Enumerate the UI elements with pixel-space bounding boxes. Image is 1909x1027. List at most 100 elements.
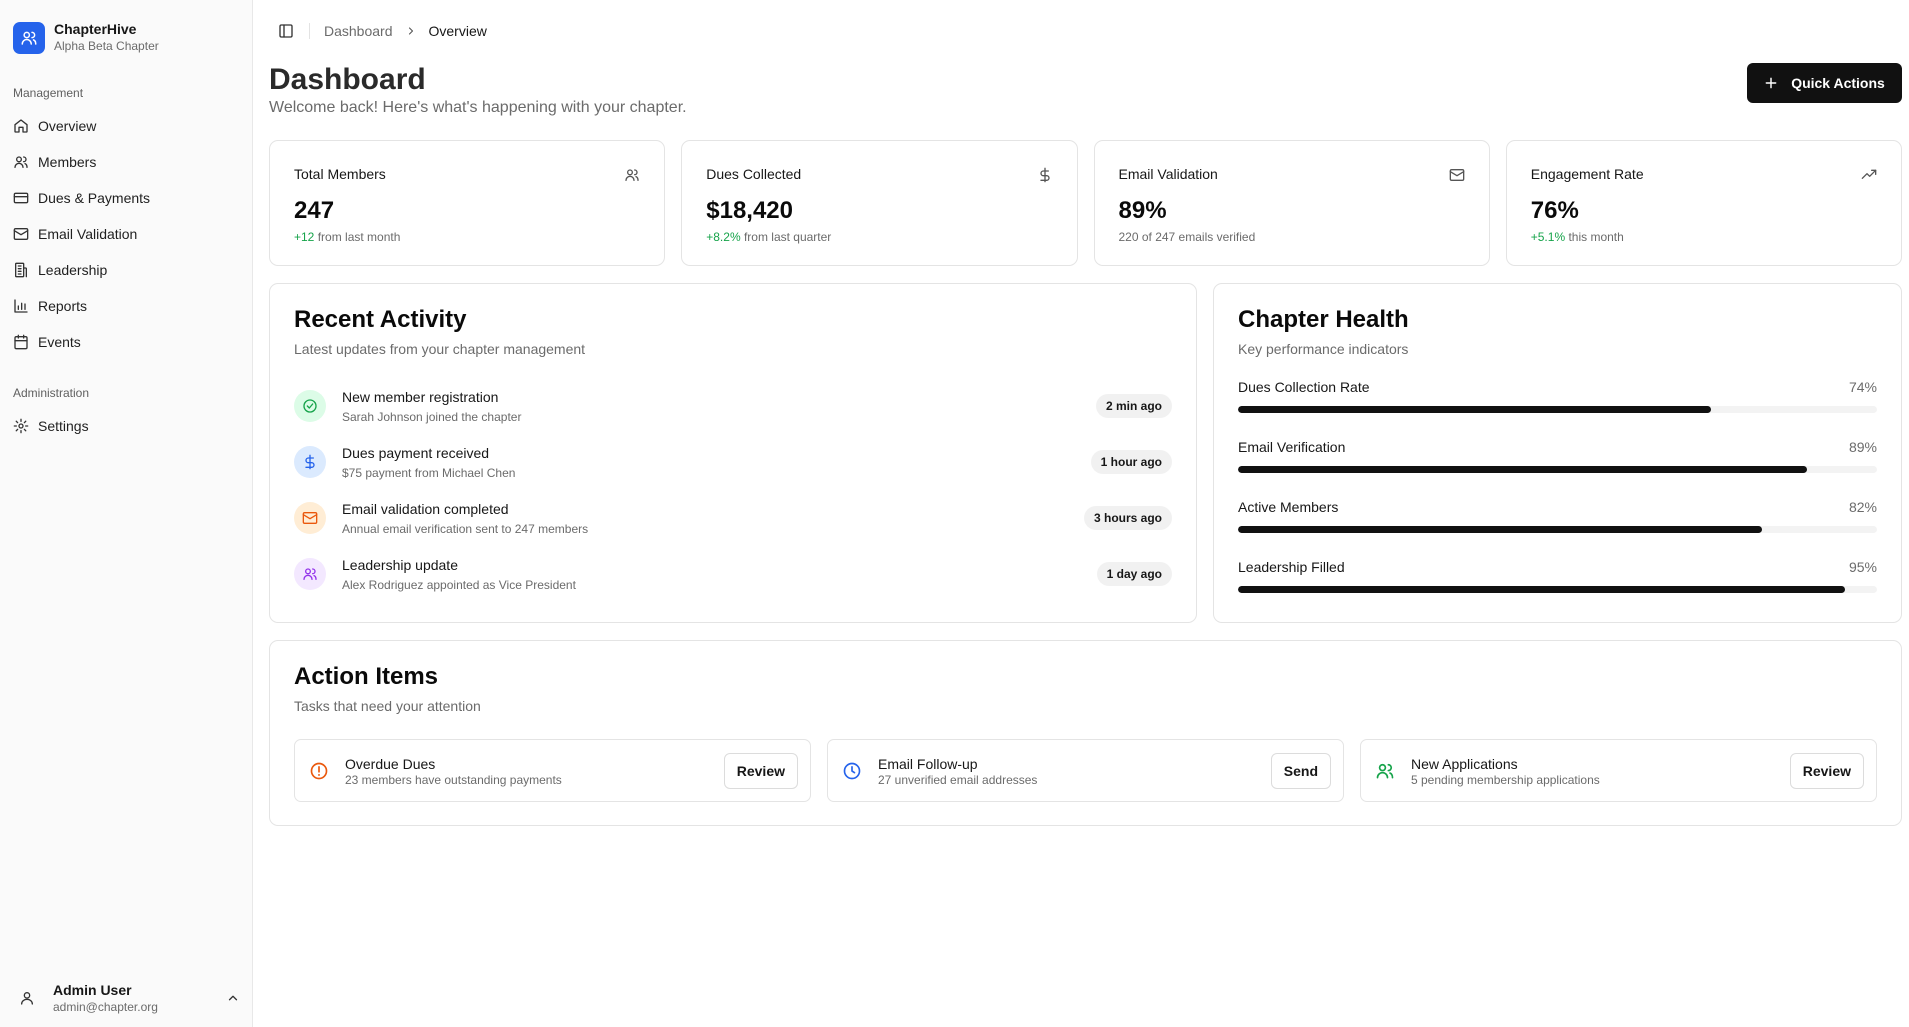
metric-dues-collection-rate: Dues Collection Rate 74% bbox=[1238, 378, 1877, 438]
sidebar-item-events[interactable]: Events bbox=[0, 324, 252, 360]
stat-card-dues-collected: Dues Collected $18,420 +8.2% from last q… bbox=[681, 140, 1078, 266]
progress-bar bbox=[1238, 586, 1877, 593]
action-item-title: Email Follow-up bbox=[878, 755, 978, 772]
quick-actions-button[interactable]: Quick Actions bbox=[1747, 63, 1902, 103]
page-header: Dashboard Welcome back! Here's what's ha… bbox=[269, 62, 1909, 120]
content-row: Recent Activity Latest updates from your… bbox=[269, 283, 1909, 623]
user-name: Admin User bbox=[53, 981, 132, 998]
stat-card-email-validation: Email Validation 89% 220 of 247 emails v… bbox=[1093, 140, 1490, 266]
stat-note-text: this month bbox=[1565, 230, 1624, 244]
progress-bar bbox=[1238, 406, 1877, 413]
users-icon bbox=[303, 568, 317, 580]
metric-name: Active Members bbox=[1238, 499, 1339, 515]
activity-title: Leadership update bbox=[342, 557, 458, 573]
sidebar-item-reports[interactable]: Reports bbox=[0, 288, 252, 324]
breadcrumb-current: Overview bbox=[428, 23, 487, 39]
users-icon bbox=[21, 31, 37, 45]
stat-note-text: 220 of 247 emails verified bbox=[1118, 230, 1256, 244]
metric-name: Dues Collection Rate bbox=[1238, 379, 1370, 395]
activity-icon-wrap bbox=[294, 502, 326, 534]
activity-desc: $75 payment from Michael Chen bbox=[342, 466, 516, 480]
metric-value: 89% bbox=[1848, 439, 1877, 455]
calendar-icon bbox=[14, 334, 28, 350]
nav-group-administration: Administration bbox=[13, 386, 90, 400]
brand[interactable]: ChapterHive Alpha Beta Chapter bbox=[0, 0, 252, 62]
progress-fill bbox=[1238, 526, 1762, 533]
quick-actions-label: Quick Actions bbox=[1791, 75, 1885, 91]
recent-activity-subtitle: Latest updates from your chapter managem… bbox=[294, 341, 586, 357]
chevron-up-icon[interactable] bbox=[226, 991, 240, 1005]
activity-item[interactable]: New member registration Sarah Johnson jo… bbox=[294, 378, 1172, 434]
activity-title: New member registration bbox=[342, 389, 499, 405]
stat-delta: +8.2% bbox=[706, 230, 741, 244]
activity-item[interactable]: Email validation completed Annual email … bbox=[294, 490, 1172, 546]
home-icon bbox=[14, 119, 28, 133]
sidebar: ChapterHive Alpha Beta Chapter Managemen… bbox=[0, 0, 253, 1027]
stat-label: Engagement Rate bbox=[1530, 166, 1644, 182]
stat-note: +8.2% from last quarter bbox=[706, 230, 1052, 244]
stat-delta: +5.1% bbox=[1530, 230, 1566, 244]
sidebar-item-label: Overview bbox=[38, 118, 97, 134]
nav-group-management: Management bbox=[13, 86, 84, 100]
action-items-row: Overdue Dues 23 members have outstanding… bbox=[294, 739, 1877, 802]
chapter-health-card: Chapter Health Key performance indicator… bbox=[1213, 283, 1902, 623]
action-item-overdue-dues: Overdue Dues 23 members have outstanding… bbox=[294, 739, 811, 802]
bar-chart-icon bbox=[14, 299, 28, 313]
stats-row: Total Members 247 +12 from last month Du… bbox=[269, 140, 1909, 266]
metrics-list: Dues Collection Rate 74% Email Verificat… bbox=[1238, 378, 1877, 618]
breadcrumb-dashboard[interactable]: Dashboard bbox=[324, 23, 393, 39]
action-item-email-follow-up: Email Follow-up 27 unverified email addr… bbox=[827, 739, 1344, 802]
recent-activity-title: Recent Activity bbox=[294, 306, 467, 333]
review-button[interactable]: Review bbox=[1789, 752, 1864, 789]
action-items-title: Action Items bbox=[294, 663, 439, 690]
sidebar-item-label: Events bbox=[38, 334, 81, 350]
sidebar-item-overview[interactable]: Overview bbox=[0, 108, 252, 144]
progress-fill bbox=[1238, 466, 1807, 473]
stat-card-engagement-rate: Engagement Rate 76% +5.1% this month bbox=[1505, 140, 1902, 266]
users-icon bbox=[1376, 763, 1394, 778]
main-content: Dashboard Overview Dashboard Welcome bac… bbox=[253, 0, 1909, 1027]
activity-time-badge: 2 min ago bbox=[1095, 394, 1172, 418]
sidebar-item-settings[interactable]: Settings bbox=[0, 408, 252, 444]
sidebar-item-email-validation[interactable]: Email Validation bbox=[0, 216, 252, 252]
action-item-title: New Applications bbox=[1411, 755, 1518, 772]
activity-icon-wrap bbox=[294, 446, 326, 478]
sidebar-item-label: Dues & Payments bbox=[38, 190, 151, 206]
metric-email-verification: Email Verification 89% bbox=[1238, 438, 1877, 498]
activity-icon-wrap bbox=[294, 390, 326, 422]
topbar-divider bbox=[309, 23, 310, 39]
stat-delta: +12 bbox=[294, 230, 315, 244]
activity-item[interactable]: Dues payment received $75 payment from M… bbox=[294, 434, 1172, 490]
stat-label: Total Members bbox=[294, 166, 386, 182]
topbar: Dashboard Overview bbox=[269, 0, 1909, 62]
brand-subtitle: Alpha Beta Chapter bbox=[54, 39, 159, 53]
stat-note: +12 from last month bbox=[294, 230, 640, 244]
send-button[interactable]: Send bbox=[1270, 752, 1331, 789]
sidebar-toggle-button[interactable] bbox=[275, 20, 297, 42]
check-circle-icon bbox=[303, 399, 317, 413]
alert-circle-icon bbox=[310, 762, 328, 779]
activity-item[interactable]: Leadership update Alex Rodriguez appoint… bbox=[294, 546, 1172, 602]
dollar-icon bbox=[1039, 167, 1050, 183]
metric-name: Email Verification bbox=[1238, 439, 1346, 455]
stat-note: +5.1% this month bbox=[1531, 230, 1877, 244]
sidebar-item-leadership[interactable]: Leadership bbox=[0, 252, 252, 288]
stat-note-text: from last month bbox=[314, 230, 401, 244]
dollar-icon bbox=[305, 454, 315, 470]
metric-name: Leadership Filled bbox=[1238, 559, 1345, 575]
progress-bar bbox=[1238, 466, 1877, 473]
action-items-subtitle: Tasks that need your attention bbox=[294, 698, 481, 714]
sidebar-item-label: Members bbox=[38, 154, 97, 170]
sidebar-item-dues-payments[interactable]: Dues & Payments bbox=[0, 180, 252, 216]
activity-time-badge: 3 hours ago bbox=[1083, 506, 1172, 530]
review-button[interactable]: Review bbox=[723, 752, 798, 789]
activity-desc: Annual email verification sent to 247 me… bbox=[342, 522, 589, 536]
user-menu[interactable]: Admin User admin@chapter.org bbox=[0, 969, 252, 1027]
action-item-new-applications: New Applications 5 pending membership ap… bbox=[1360, 739, 1877, 802]
action-item-desc: 23 members have outstanding payments bbox=[345, 772, 562, 787]
sidebar-item-label: Email Validation bbox=[38, 226, 138, 242]
user-email: admin@chapter.org bbox=[53, 999, 158, 1014]
activity-desc: Alex Rodriguez appointed as Vice Preside… bbox=[342, 578, 576, 592]
sidebar-item-members[interactable]: Members bbox=[0, 144, 252, 180]
stat-note: 220 of 247 emails verified bbox=[1119, 230, 1465, 244]
